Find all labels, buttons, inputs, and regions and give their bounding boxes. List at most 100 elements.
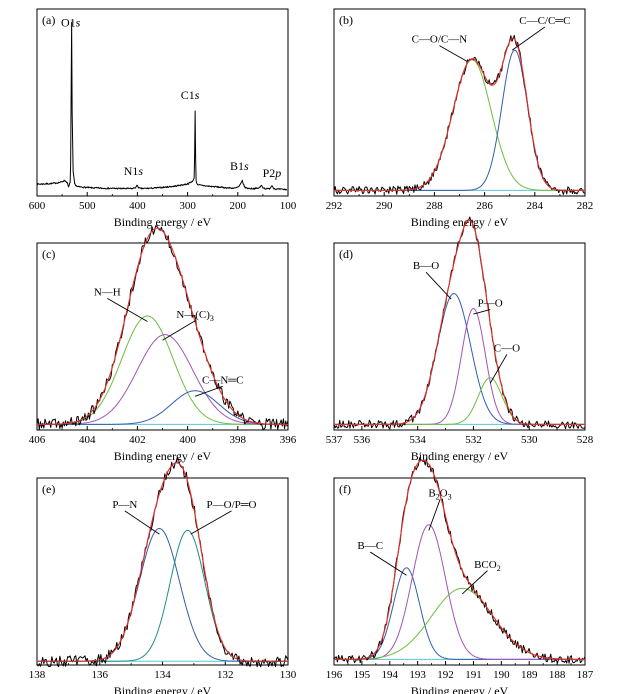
x-tick-label: 195 — [354, 669, 371, 681]
label-leader-line — [439, 45, 468, 62]
label-leader-line — [194, 385, 223, 397]
label-leader-line — [511, 26, 546, 51]
peak-label: C—C/C═C — [519, 15, 570, 27]
panel-label: (a) — [42, 13, 55, 27]
panel-label: (e) — [42, 482, 55, 496]
peak-label: P—O/P═O — [207, 499, 257, 511]
x-tick-label: 500 — [79, 200, 96, 212]
component-peak-3 — [334, 377, 585, 425]
component-peak-2 — [334, 524, 585, 660]
x-tick-label: 187 — [577, 669, 594, 681]
x-tick-label: 200 — [230, 200, 247, 212]
x-tick-label: 532 — [465, 434, 482, 446]
x-tick-label: 400 — [179, 434, 196, 446]
peak-annotation: N1s — [124, 164, 144, 178]
x-tick-label: 130 — [280, 669, 297, 681]
x-tick-label: 402 — [129, 434, 146, 446]
fitted-envelope-line — [334, 37, 585, 191]
peak-label: C—O/C—N — [412, 34, 468, 46]
x-tick-label: 400 — [129, 200, 146, 212]
peak-label: C—N═C — [202, 374, 243, 386]
x-tick-label: 282 — [577, 200, 594, 212]
raw-spectrum-line — [333, 34, 586, 195]
peak-label: N—(C)3 — [176, 309, 214, 323]
peak-label: N—H — [94, 286, 121, 298]
raw-spectrum-line — [36, 225, 289, 431]
x-tick-label: 189 — [521, 669, 538, 681]
x-axis-label: Binding energy / eV — [411, 215, 509, 229]
panel-b: 292 290 288 286 284 282 Binding energy / eV (b)… — [326, 8, 594, 229]
panel-label: (d) — [339, 247, 353, 261]
fitted-envelope-line — [37, 227, 288, 425]
x-tick-label: 132 — [217, 669, 234, 681]
peak-label: P—N — [112, 499, 137, 511]
component-peak-1 — [334, 567, 585, 660]
x-tick-label: 288 — [426, 200, 443, 212]
fitted-envelope-line — [334, 219, 585, 425]
peak-annotation: O1s — [61, 15, 81, 29]
peak-label: B2O3 — [428, 488, 451, 502]
label-leader-line — [489, 354, 508, 384]
component-peak-1 — [37, 528, 288, 662]
x-tick-label: 406 — [29, 434, 46, 446]
x-tick-label: 398 — [230, 434, 247, 446]
panel-e: 138 136 134 132 130 Binding energy / eV (e) P—N… — [29, 456, 297, 694]
panel-d: 537 536 534 532 530 528 Binding energy / eV (d)… — [326, 216, 594, 463]
component-peak-1 — [37, 315, 288, 425]
panel-label: (f) — [339, 482, 351, 496]
x-tick-label: 290 — [376, 200, 393, 212]
panel-a: 600 500 400 300 200 100 Binding energy / eV (a)… — [29, 8, 297, 229]
x-tick-label: 534 — [409, 434, 426, 446]
peak-annotation: B1s — [230, 159, 249, 173]
component-peak-2 — [334, 49, 585, 191]
component-peak-2 — [37, 334, 289, 425]
peak-label: B—C — [357, 540, 383, 552]
panel-f: 196 195 194 193 192 191 190 189 188 187 Binding en… — [326, 457, 594, 694]
panel-label: (b) — [339, 13, 353, 27]
x-tick-label: 284 — [527, 200, 544, 212]
peak-label: P—O — [478, 298, 503, 310]
x-tick-label: 530 — [521, 434, 538, 446]
x-tick-label: 600 — [29, 200, 46, 212]
x-tick-label: 537 — [326, 434, 343, 446]
peak-annotation: P2p — [263, 166, 282, 180]
x-tick-label: 190 — [493, 669, 510, 681]
survey-spectrum-line — [36, 21, 288, 191]
x-tick-label: 404 — [79, 434, 96, 446]
raw-spectrum-line — [36, 456, 289, 668]
panel-label: (c) — [42, 247, 55, 261]
x-axis-label: Binding energy / eV — [411, 684, 509, 694]
label-leader-line — [425, 271, 452, 300]
x-tick-label: 188 — [549, 669, 566, 681]
plot-frame — [36, 242, 289, 431]
label-leader-line — [190, 510, 232, 535]
label-leader-line — [124, 510, 160, 535]
x-tick-label: 528 — [577, 434, 594, 446]
plot-frame — [333, 242, 586, 431]
x-tick-label: 100 — [280, 200, 297, 212]
raw-spectrum-line — [333, 457, 586, 664]
x-tick-label: 396 — [280, 434, 297, 446]
label-leader-line — [428, 499, 441, 531]
x-tick-label: 191 — [465, 669, 482, 681]
x-axis-label: Binding energy / eV — [114, 449, 212, 463]
peak-label: BCO2 — [474, 559, 501, 573]
label-leader-line — [461, 570, 488, 595]
x-tick-label: 286 — [476, 200, 493, 212]
x-tick-label: 196 — [326, 669, 343, 681]
raw-spectrum-line — [333, 216, 586, 430]
x-tick-label: 134 — [154, 669, 171, 681]
peak-annotation: C1s — [181, 88, 200, 102]
fitted-envelope-line — [334, 459, 585, 660]
plot-frame — [36, 8, 289, 197]
panel-c: 406 404 402 400 398 396 Binding energy / eV (c)… — [29, 225, 297, 463]
x-axis-label: Binding energy / eV — [114, 684, 212, 694]
component-peak-3 — [37, 390, 289, 425]
component-peak-2 — [37, 529, 288, 662]
label-leader-line — [473, 309, 491, 315]
peak-label: B—O — [413, 260, 439, 272]
x-tick-label: 194 — [382, 669, 399, 681]
x-axis-label: Binding energy / eV — [114, 215, 212, 229]
peak-label: C—O — [494, 342, 520, 354]
